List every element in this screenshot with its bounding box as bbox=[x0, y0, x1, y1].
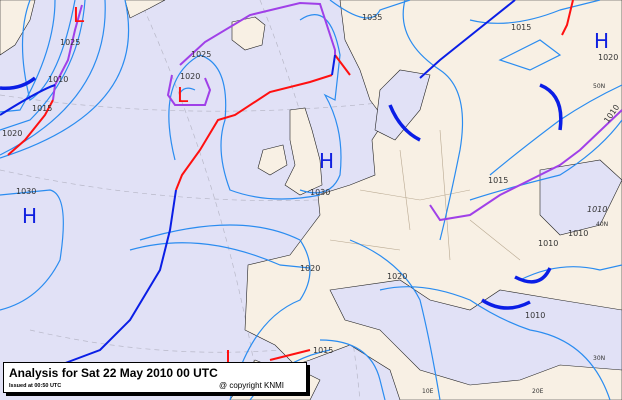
ireland bbox=[257, 144, 288, 176]
fronts bbox=[0, 0, 622, 366]
svg-text:1015: 1015 bbox=[32, 104, 52, 113]
svg-text:1010: 1010 bbox=[568, 229, 588, 238]
svg-text:1010: 1010 bbox=[525, 311, 545, 320]
copyright: @ copyright KNMI bbox=[219, 381, 285, 390]
high-pressure-label: H bbox=[22, 204, 37, 228]
occluded-front bbox=[179, 1, 336, 66]
svg-text:30N: 30N bbox=[593, 355, 605, 362]
svg-text:1030: 1030 bbox=[16, 187, 36, 196]
svg-text:1010: 1010 bbox=[538, 239, 558, 248]
svg-text:1010: 1010 bbox=[48, 75, 68, 84]
svg-text:1015: 1015 bbox=[511, 23, 531, 32]
occluded-front bbox=[52, 4, 83, 101]
svg-text:50N: 50N bbox=[593, 83, 605, 90]
svg-text:10E: 10E bbox=[422, 388, 434, 395]
svg-text:1015: 1015 bbox=[313, 346, 333, 355]
svg-text:1025: 1025 bbox=[191, 50, 211, 59]
svg-text:40N: 40N bbox=[596, 221, 608, 228]
svg-text:1030: 1030 bbox=[310, 188, 330, 197]
map-legend: Analysis for Sat 22 May 2010 00 UTC Issu… bbox=[3, 362, 307, 393]
coordinate-labels: 50N 40N 30N 10E 20E bbox=[422, 83, 608, 395]
iceland bbox=[231, 16, 266, 51]
cold-front bbox=[0, 84, 56, 116]
baltic-sea bbox=[374, 69, 431, 141]
cold-front bbox=[59, 54, 336, 366]
svg-text:1020: 1020 bbox=[2, 129, 22, 138]
svg-text:1020: 1020 bbox=[180, 72, 200, 81]
svg-text:1020: 1020 bbox=[300, 264, 320, 273]
svg-text:1035: 1035 bbox=[362, 13, 382, 22]
cold-front bbox=[419, 0, 516, 79]
mediterranean-sea bbox=[329, 279, 622, 386]
svg-text:1010: 1010 bbox=[587, 205, 607, 214]
black-sea bbox=[539, 159, 622, 236]
trough bbox=[0, 76, 37, 91]
greenland bbox=[0, 0, 36, 56]
pressure-centres: H H H L L bbox=[22, 3, 609, 228]
analysis-title: Analysis for Sat 22 May 2010 00 UTC bbox=[9, 366, 218, 380]
issued-time: Issued at 00:50 UTC bbox=[9, 383, 62, 389]
svg-text:20E: 20E bbox=[532, 388, 544, 395]
low-pressure-label: L bbox=[73, 3, 85, 27]
occluded-front bbox=[166, 74, 212, 106]
svg-text:1020: 1020 bbox=[387, 272, 407, 281]
high-pressure-label: H bbox=[319, 149, 334, 173]
warm-front bbox=[561, 0, 574, 36]
low-pressure-label: L bbox=[177, 83, 189, 107]
occluded-front bbox=[429, 109, 622, 222]
svg-text:1020: 1020 bbox=[598, 53, 618, 62]
high-pressure-label: H bbox=[594, 29, 609, 53]
isobar-labels: 1025 1010 1015 1020 1030 1025 1020 1030 … bbox=[2, 13, 621, 355]
warm-front bbox=[175, 54, 351, 191]
warm-front bbox=[7, 99, 54, 156]
svg-text:1025: 1025 bbox=[60, 38, 80, 47]
svg-text:1015: 1015 bbox=[488, 176, 508, 185]
great-britain bbox=[284, 107, 323, 196]
